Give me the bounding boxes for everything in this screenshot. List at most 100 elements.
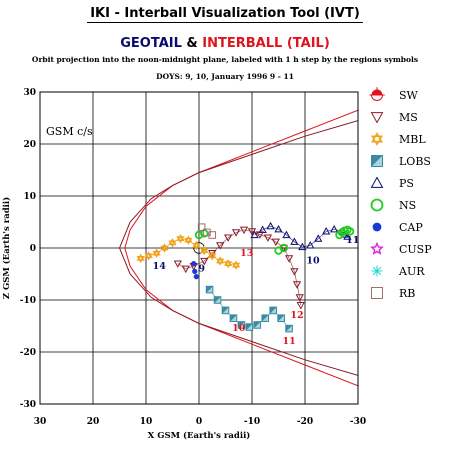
legend-label: SW [399, 89, 419, 102]
point-ms [173, 260, 182, 268]
y-tick-label: -30 [20, 400, 36, 410]
legend-item-mbl: MBL [370, 132, 426, 146]
geotail-label: GEOTAIL [120, 36, 182, 51]
y-tick-label: 20 [23, 140, 36, 150]
hour-label: 11 [282, 336, 295, 347]
legend-symbol-ps [370, 176, 384, 188]
point-ms [200, 257, 209, 266]
x-axis-ticks: 30 20 10 0 -10 -20 -30 [34, 417, 366, 427]
point-ms [181, 265, 190, 274]
series-ms [173, 226, 305, 310]
point-ns [279, 243, 288, 253]
legend-symbol-aur [371, 265, 383, 277]
point-rb [208, 231, 217, 239]
point-ms [284, 255, 294, 263]
x-tick-label: 20 [87, 417, 100, 427]
legend-symbol-cusp [370, 241, 384, 255]
hour-label: 10 [306, 256, 320, 267]
point-mbl [224, 258, 233, 269]
app-title: IKI - Interball Visualization Tool (IVT) [90, 6, 360, 21]
point-lobs [277, 314, 285, 322]
point-mbl [200, 245, 209, 256]
x-tick-label: 10 [140, 417, 153, 427]
point-ps [322, 227, 331, 235]
x-tick-label: 30 [34, 417, 47, 427]
point-mbl [176, 233, 185, 244]
point-lobs [285, 324, 293, 333]
point-ps [274, 224, 283, 233]
frame-label: GSM c/s [46, 125, 93, 138]
point-lobs [221, 306, 230, 315]
legend-label: NS [399, 199, 416, 212]
series-line-mbl [140, 238, 237, 266]
point-ns [345, 227, 355, 236]
point-cap [191, 260, 197, 267]
point-mbl [160, 243, 169, 253]
point-ps [306, 241, 315, 249]
point-mbl [192, 240, 201, 251]
days-line: DOYS: 9, 10, January 1996 9 - 11 [156, 72, 294, 81]
point-rb [197, 223, 206, 231]
point-ms [271, 238, 280, 247]
point-lobs [213, 296, 222, 304]
point-lobs [269, 306, 277, 315]
y-tick-label: 10 [23, 192, 36, 202]
legend-label: RB [399, 287, 415, 300]
legend-item-cap: CAP [372, 221, 423, 234]
hour-label: 11 [346, 235, 359, 246]
legend-symbol-lobs [371, 155, 383, 167]
legend-label: CUSP [399, 243, 432, 256]
y-axis-ticks: -30 -20 -10 0 10 20 30 [20, 88, 36, 410]
magnetopause-line [118, 120, 358, 376]
point-ms [255, 231, 265, 239]
bowshock-line [124, 109, 358, 387]
point-ms [239, 226, 249, 235]
legend-symbol-ms [370, 112, 384, 124]
y-tick-label: 0 [30, 244, 36, 254]
legend-label: LOBS [399, 155, 431, 168]
hour-label: 9 [198, 263, 205, 274]
legend-item-ns: NS [370, 198, 416, 212]
x-tick-label: -30 [350, 417, 366, 427]
series-line-lobs [209, 289, 290, 329]
legend-symbol-sw [369, 87, 385, 101]
point-ms [263, 234, 273, 242]
orbit-series [136, 221, 355, 333]
series-rb [197, 223, 217, 239]
point-lobs [237, 321, 246, 329]
legend-symbol-rb [371, 287, 383, 299]
point-ms [247, 228, 257, 236]
point-ms [295, 294, 304, 302]
legend-label: AUR [398, 265, 425, 278]
point-lobs [261, 314, 270, 322]
y-tick-label: -10 [20, 296, 36, 306]
point-lobs [229, 314, 238, 322]
point-lobs [253, 321, 262, 329]
hour-annotations: 10 11 12 13 14 9 10 11 [153, 235, 360, 347]
point-ps [250, 230, 259, 239]
mission-title: GEOTAIL & INTERBALL (TAIL) [0, 36, 450, 51]
legend-item-lobs: LOBS [371, 155, 431, 168]
x-tick-label: -20 [297, 417, 313, 427]
legend-item-rb: RB [371, 287, 415, 300]
point-rb [203, 228, 211, 237]
plot-frame [39, 91, 359, 405]
legend-symbol-cap [372, 222, 382, 232]
point-ps [290, 237, 299, 245]
point-ps [343, 232, 352, 240]
series-mbl [136, 233, 241, 270]
point-lobs [205, 285, 214, 294]
x-axis-label: X GSM (Earth's radii) [148, 430, 251, 441]
y-tick-label: 30 [23, 88, 36, 98]
series-cap [191, 260, 199, 280]
legend-symbol-mbl [370, 132, 384, 146]
legend-label: MBL [399, 133, 426, 146]
y-tick-label: -20 [20, 348, 36, 358]
interball-label: INTERBALL (TAIL) [202, 36, 330, 51]
point-cap [193, 273, 199, 280]
point-ps [330, 224, 339, 233]
y-axis-label: Z GSM (Earth's radii) [1, 197, 12, 299]
hour-label: 14 [153, 261, 167, 272]
ampersand: & [186, 36, 198, 51]
